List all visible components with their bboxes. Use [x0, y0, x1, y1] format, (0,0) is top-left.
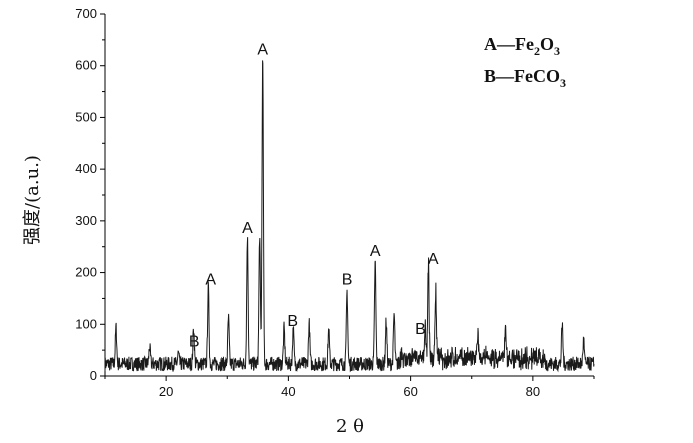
- y-axis-title: 强度/(a.u.): [22, 155, 43, 245]
- legend-entry-b: B—FeCO3: [484, 66, 566, 90]
- y-tick-label: 100: [75, 316, 97, 331]
- x-tick-label: 80: [526, 384, 540, 399]
- y-tick-label: 400: [75, 161, 97, 176]
- peak-label-a: A: [257, 42, 268, 59]
- peak-label-a: A: [205, 272, 216, 289]
- peak-label-a: A: [370, 243, 381, 260]
- axis-ticks: [100, 13, 595, 381]
- x-axis-title: 2 θ: [336, 416, 364, 437]
- y-tick-label: 200: [75, 265, 97, 280]
- y-tick-label: 0: [90, 368, 97, 383]
- y-tick-label: 500: [75, 109, 97, 124]
- x-tick-label: 60: [403, 384, 417, 399]
- tick-labels: 0 100 200 300 400 500 600 700 20 40 60 80: [75, 6, 540, 399]
- peak-label-a: A: [242, 220, 253, 237]
- peak-label-b: B: [342, 272, 353, 289]
- peak-label-a: A: [428, 251, 439, 268]
- y-tick-label: 600: [75, 58, 97, 73]
- peak-label-b: B: [287, 313, 298, 330]
- peak-label-b: B: [415, 321, 426, 338]
- x-tick-label: 20: [159, 384, 173, 399]
- legend-entry-a: A—Fe2O3: [484, 34, 560, 58]
- x-tick-label: 40: [281, 384, 295, 399]
- y-tick-label: 300: [75, 213, 97, 228]
- peak-label-b: B: [189, 334, 200, 351]
- legend: A—Fe2O3 B—FeCO3: [484, 34, 566, 90]
- diffraction-pattern-line: [104, 60, 595, 373]
- y-tick-label: 700: [75, 6, 97, 21]
